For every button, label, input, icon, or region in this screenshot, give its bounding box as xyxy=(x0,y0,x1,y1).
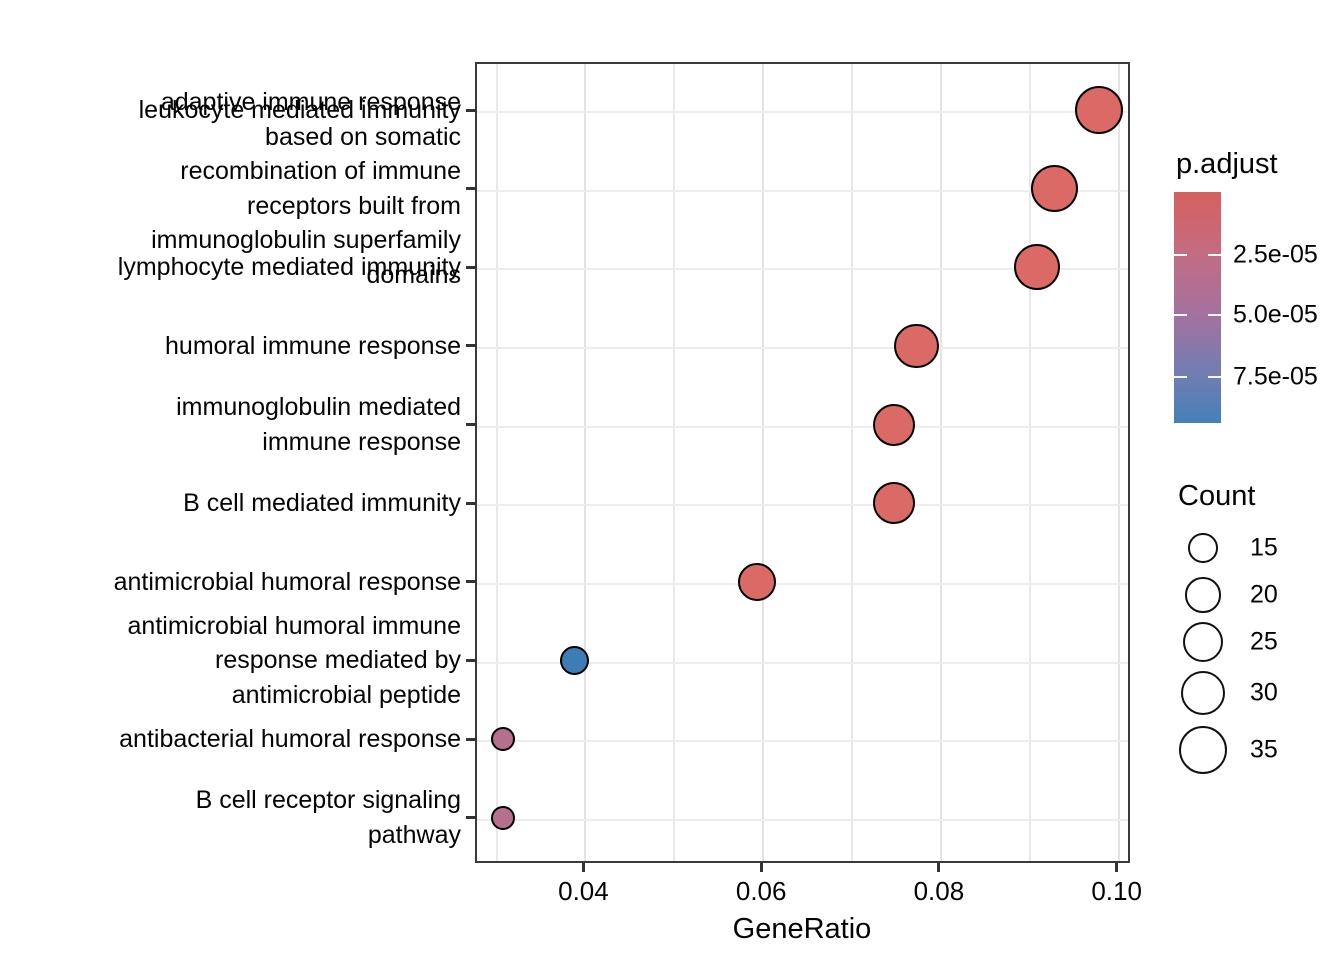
gridline-horizontal xyxy=(477,425,1128,428)
y-axis-tick xyxy=(466,108,476,112)
colorbar-tick xyxy=(1174,254,1187,256)
count-legend-label: 15 xyxy=(1250,533,1278,562)
x-axis-tick xyxy=(1115,863,1119,872)
gridline-horizontal xyxy=(477,582,1128,585)
y-axis-tick xyxy=(466,737,476,741)
count-legend-circle xyxy=(1185,577,1221,613)
y-axis-tick xyxy=(466,501,476,505)
y-axis-tick xyxy=(466,265,476,269)
y-axis-label: humoral immune response xyxy=(165,331,461,360)
data-point xyxy=(737,562,776,602)
colorbar-tick xyxy=(1174,376,1187,378)
count-legend-label: 30 xyxy=(1250,678,1278,707)
y-axis-tick xyxy=(466,816,476,820)
p-adjust-tick-label: 5.0e-05 xyxy=(1233,300,1318,329)
count-legend-circle xyxy=(1182,621,1224,663)
y-axis-label: leukocyte mediated immunity xyxy=(138,95,461,124)
count-legend-circle xyxy=(1178,725,1228,775)
count-legend-title: Count xyxy=(1178,480,1256,512)
count-legend-label: 20 xyxy=(1250,580,1278,609)
data-point xyxy=(491,805,516,830)
x-axis-tick-label: 0.08 xyxy=(913,876,965,906)
gridline-horizontal xyxy=(477,111,1128,113)
p-adjust-legend-title: p.adjust xyxy=(1176,148,1278,180)
y-axis-tick xyxy=(466,659,476,663)
gridline-vertical-minor xyxy=(673,64,676,861)
gridline-horizontal xyxy=(477,346,1128,349)
colorbar-tick xyxy=(1174,314,1187,316)
y-axis-label: lymphocyte mediated immunity xyxy=(117,253,461,282)
gridline-horizontal xyxy=(477,268,1128,271)
gridline-vertical-minor xyxy=(1028,64,1031,861)
data-point xyxy=(1013,244,1060,291)
y-axis-tick xyxy=(466,580,476,584)
gridline-horizontal xyxy=(477,818,1128,821)
gridline-horizontal xyxy=(477,189,1128,192)
colorbar-tick xyxy=(1208,314,1221,316)
data-point xyxy=(559,645,590,676)
x-axis-tick xyxy=(581,863,585,872)
y-axis-tick xyxy=(466,423,476,427)
x-axis-tick-label: 0.04 xyxy=(558,876,609,906)
data-point xyxy=(491,727,516,752)
p-adjust-colorbar xyxy=(1174,192,1221,423)
y-axis-label: antimicrobial humoral immune response me… xyxy=(127,611,461,709)
colorbar-tick xyxy=(1208,254,1221,256)
p-adjust-tick-label: 2.5e-05 xyxy=(1233,240,1318,269)
x-axis-tick xyxy=(937,863,941,872)
gridline-vertical-major xyxy=(1117,64,1120,861)
x-axis-tick xyxy=(759,863,763,872)
y-axis-label: immunoglobulin mediated immune response xyxy=(176,393,461,456)
count-legend-label: 35 xyxy=(1250,735,1278,764)
y-axis-label: B cell mediated immunity xyxy=(183,489,461,517)
colorbar-tick xyxy=(1208,376,1221,378)
x-axis-title: GeneRatio xyxy=(732,913,872,945)
y-axis-tick xyxy=(466,187,476,191)
count-legend-circle xyxy=(1188,533,1218,563)
gridline-vertical-minor xyxy=(495,64,498,861)
data-point xyxy=(894,323,939,369)
data-point xyxy=(1030,165,1078,213)
count-legend-label: 25 xyxy=(1250,627,1278,656)
y-axis-label: antibacterial humoral response xyxy=(119,724,461,753)
gridline-vertical-minor xyxy=(851,64,854,861)
gridline-horizontal xyxy=(477,740,1128,743)
p-adjust-tick-label: 7.5e-05 xyxy=(1233,362,1318,391)
gridline-vertical-major xyxy=(584,64,587,861)
data-point xyxy=(873,403,916,446)
x-axis-tick-label: 0.10 xyxy=(1091,876,1142,906)
y-axis-label: antimicrobial humoral response xyxy=(113,567,461,596)
count-legend-circle xyxy=(1180,670,1226,716)
gridline-horizontal xyxy=(477,504,1128,507)
gridline-vertical-major xyxy=(939,64,942,861)
x-axis-tick-label: 0.06 xyxy=(735,876,787,906)
data-point xyxy=(1074,85,1124,135)
plot-panel xyxy=(475,62,1130,863)
y-axis-label: B cell receptor signaling pathway xyxy=(195,786,461,849)
gridline-horizontal xyxy=(477,661,1128,664)
y-axis-tick xyxy=(466,344,476,348)
data-point xyxy=(873,482,916,525)
y-axis-label: adaptive immune response based on somati… xyxy=(151,88,461,289)
gridline-vertical-major xyxy=(762,64,765,861)
